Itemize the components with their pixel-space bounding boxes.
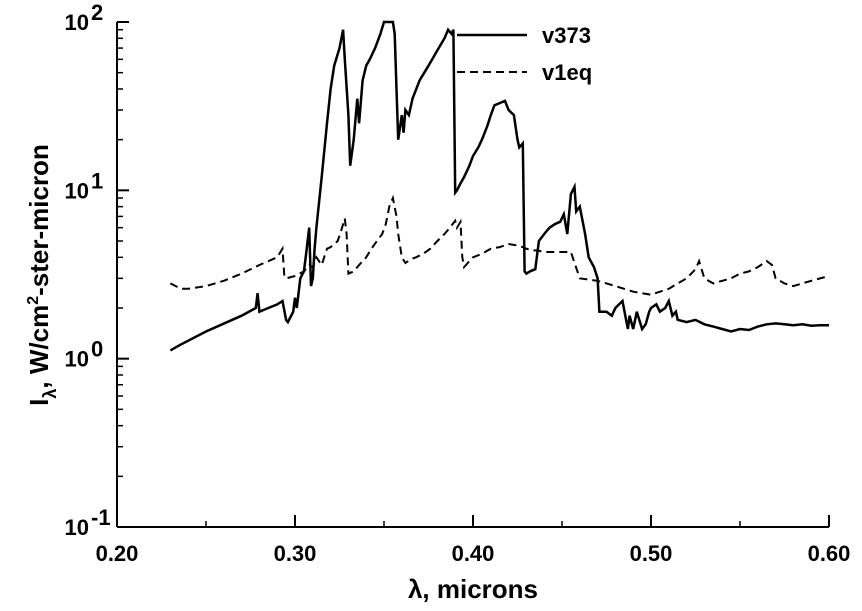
- x-axis-title: λ, microns: [408, 574, 538, 604]
- series-line-v373: [169, 20, 829, 352]
- y-tick-label-base: 10: [65, 178, 89, 203]
- y-tick-label-base: 10: [65, 10, 89, 35]
- y-axis-title-main: I: [24, 399, 54, 406]
- y-tick-label-exponent: 1: [91, 168, 103, 193]
- y-tick-label-exponent: -1: [91, 505, 111, 530]
- y-tick-label-base: 10: [65, 347, 89, 372]
- y-tick-label-exponent: 2: [91, 0, 103, 25]
- y-tick-label: 10: [65, 347, 89, 372]
- y-tick-label: 10: [65, 178, 89, 203]
- x-axis-ticks: 0.20 0.30 0.40 0.50 0.60: [96, 515, 851, 566]
- x-tick-label: 0.50: [630, 541, 673, 566]
- x-tick-label: 0.40: [452, 541, 495, 566]
- legend-label-v373: v373: [542, 23, 591, 48]
- legend-label-v1eq: v1eq: [542, 60, 592, 85]
- y-axis-title-superscript: 2: [25, 296, 42, 305]
- x-tick-label: 0.30: [274, 541, 317, 566]
- y-tick-label-exponent: 0: [91, 337, 103, 362]
- y-tick-label-base: 10: [65, 515, 89, 540]
- series-layer: [169, 20, 830, 352]
- y-axis-title-tail: -ster-micron: [24, 144, 54, 296]
- series-line-v1eq: [169, 194, 830, 296]
- y-axis-title-units: , W/cm: [24, 305, 54, 389]
- y-tick-label: 10: [65, 10, 89, 35]
- y-tick-label: 10: [65, 515, 89, 540]
- y-axis-title-subscript: λ: [40, 389, 60, 399]
- legend: v373 v1eq: [457, 23, 592, 85]
- x-tick-label: 0.20: [96, 541, 139, 566]
- y-axis-title: Iλ, W/cm2-ster-micron: [24, 144, 60, 406]
- x-tick-label: 0.60: [808, 541, 851, 566]
